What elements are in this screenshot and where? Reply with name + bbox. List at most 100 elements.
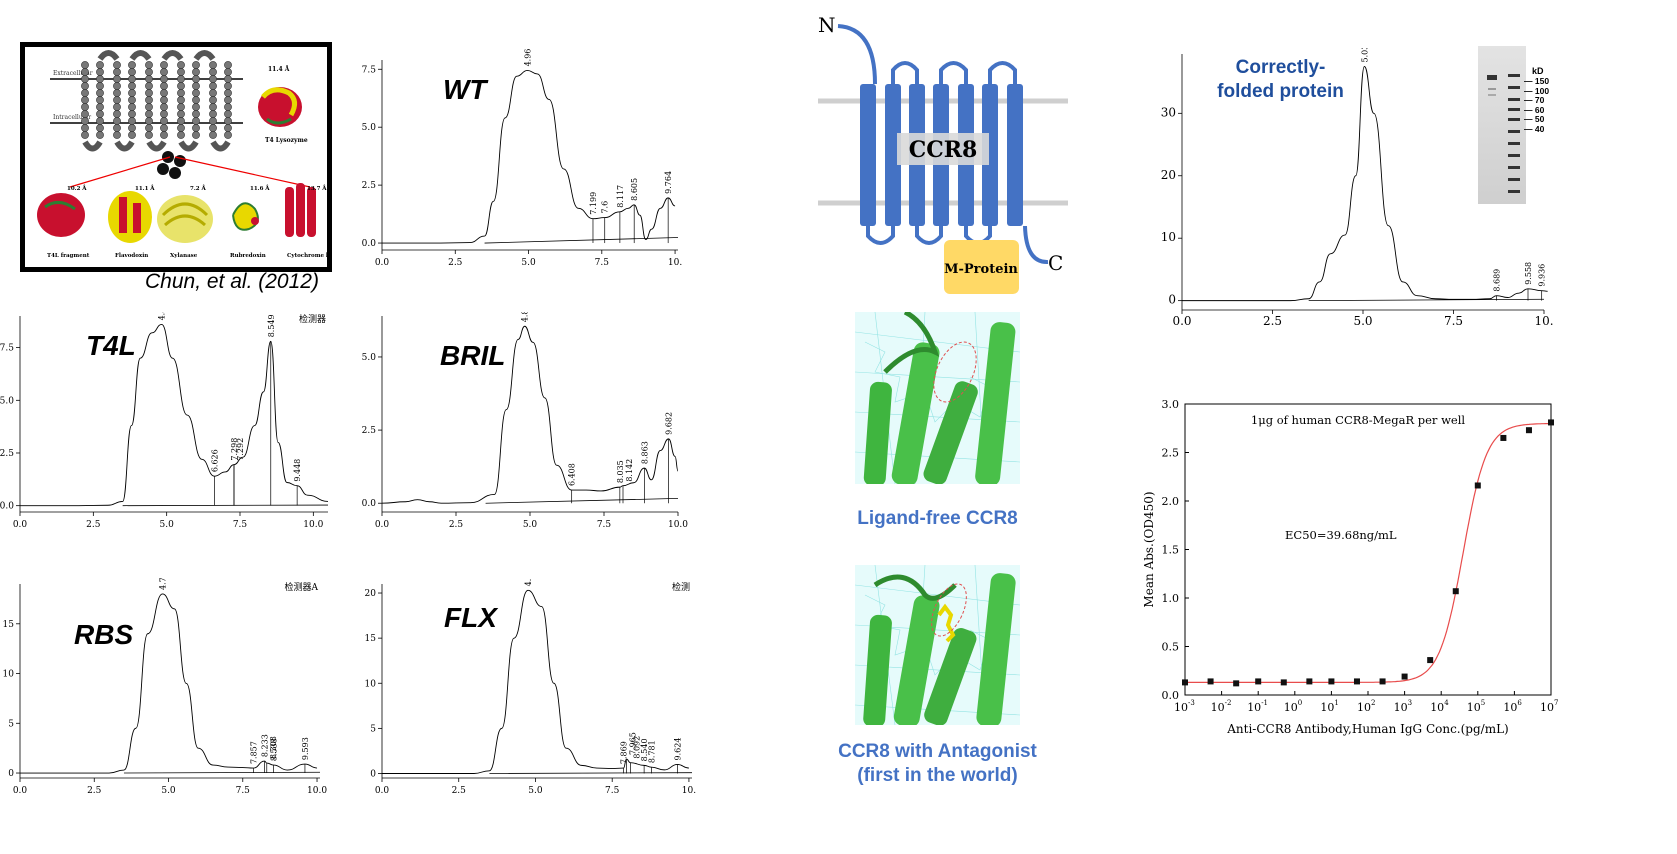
x-tick-label: 5.0 — [161, 786, 176, 796]
peak-label: 8.781 — [648, 740, 657, 763]
transmembrane-helix — [1007, 84, 1023, 226]
x-tick-label: 10 — [1540, 701, 1554, 714]
x-tick-label: 10 — [1174, 701, 1188, 714]
gel-marker-label: — 100 — [1524, 85, 1550, 96]
x-tick-label: 5.0 — [528, 786, 543, 796]
antagonist-caption-line1: CCR8 with Antagonist — [838, 741, 1037, 762]
chart-folded-protein: 0 10 20 30 0.0 2.5 5.0 7.5 10. 5.038 8.689 9.558 9.9… — [1161, 48, 1554, 328]
fitted-curve — [1185, 422, 1552, 683]
x-tick-label: 0.0 — [375, 520, 390, 530]
y-tick-label: 15 — [365, 634, 377, 644]
mprotein-label: M-Protein — [944, 262, 1018, 277]
data-point — [1353, 678, 1360, 685]
elisa-annotation-title: 1μg of human CCR8-MegaR per well — [1251, 413, 1465, 427]
peak-label: 9.558 — [1524, 262, 1533, 285]
data-point — [1280, 679, 1287, 686]
peak-label: 8.092 — [632, 736, 641, 759]
data-point — [1328, 678, 1335, 685]
t4-lysozyme-structure — [258, 87, 302, 127]
t4-name-label: T4 Lysozyme — [265, 137, 308, 144]
y-tick-label: 10 — [3, 670, 15, 680]
x-tick-label: 10. — [668, 258, 682, 268]
peak-label: 8.605 — [630, 178, 639, 201]
peak-label: 7.869 — [620, 741, 629, 764]
gel-marker-label: — 60 — [1524, 104, 1545, 115]
peak-label: 4.96 — [523, 49, 532, 67]
chart-wt: 0.0 2.5 5.0 7.5 0.0 2.5 5.0 7.5 10. 4.96 7.199 7.6 8… — [362, 49, 683, 268]
chromatogram-series — [382, 589, 689, 774]
chart-flx: 051015200.02.55.07.510.4.7557.8697.9658.… — [365, 578, 697, 796]
protein-size-label: 11.1 Å — [135, 184, 155, 192]
y-tick-label: 5 — [370, 724, 376, 734]
gel-marker-label: — 150 — [1524, 76, 1550, 86]
t4l-fragment-structure — [37, 193, 85, 237]
citation: Chun, et al. (2012) — [145, 270, 319, 293]
chart-rbs: 0 5 10 15 0.0 2.5 5.0 7.5 10.0 4.797 7.857 8.233 8.3… — [3, 578, 328, 796]
flavodoxin-structure — [108, 191, 152, 243]
peak-label: 7.199 — [589, 192, 598, 215]
x-tick-label: 2.5 — [1263, 314, 1282, 328]
x-tick-label: 10 — [1357, 701, 1371, 714]
fusion-protein-figure: Extracellular Intracellular 11.4 Å T4 Ly… — [20, 42, 352, 272]
x-tick-label: 7.5 — [236, 786, 251, 796]
x-tick-exponent: -2 — [1225, 699, 1232, 707]
antagonist-caption-line2: (first in the world) — [857, 765, 1018, 786]
x-tick-exponent: -3 — [1188, 699, 1195, 707]
chart-title-wt: WT — [443, 74, 487, 105]
x-tick-label: 0.0 — [13, 786, 28, 796]
peak-label: 9.448 — [293, 459, 302, 482]
peak-label: 9.624 — [673, 738, 682, 761]
gel-marker-label: — 40 — [1524, 123, 1545, 134]
peak-label: 7.965 — [628, 732, 637, 755]
x-tick-label: 0.0 — [13, 520, 28, 530]
peak-label: 8.540 — [640, 738, 649, 761]
x-tick-label: 10. — [1534, 314, 1553, 328]
y-tick-label: 30 — [1161, 105, 1176, 119]
peak-label: 4.797 — [158, 578, 167, 590]
y-tick-label: 15 — [3, 620, 15, 630]
x-tick-label: 7.5 — [605, 786, 620, 796]
peak-label: 9.682 — [665, 412, 674, 435]
y-tick-label: 1.5 — [1162, 544, 1180, 557]
chart-title-bril: BRIL — [440, 340, 506, 371]
detector-label: 检测器A — [285, 581, 319, 593]
chart-title-t4l: T4L — [86, 330, 136, 361]
y-tick-label: 10 — [365, 679, 377, 689]
x-tick-label: 5.0 — [523, 520, 538, 530]
peak-label: 9.936 — [1538, 264, 1547, 287]
y-tick-label: 0 — [1168, 293, 1176, 307]
y-tick-label: 3.0 — [1162, 398, 1180, 411]
x-tick-exponent: 4 — [1444, 699, 1449, 707]
y-tick-label: 2.5 — [362, 426, 377, 436]
y-tick-label: 7.5 — [0, 344, 14, 354]
y-tick-label: 20 — [365, 589, 377, 599]
gel-marker-label: — 50 — [1524, 114, 1545, 124]
peak-label: 7.292 — [236, 438, 245, 461]
t4-size-label: 11.4 Å — [268, 65, 290, 73]
x-axis-label: Anti-CCR8 Antibody,Human IgG Conc.(pg/mL… — [1226, 722, 1508, 736]
peak-label: 8.035 — [616, 460, 625, 483]
ccr8-label: CCR8 — [909, 137, 978, 163]
x-tick-label: 10 — [1320, 701, 1334, 714]
fusion-protein-labels: T4L fragment 10.2 Å Flavodoxin 11.1 Å Xylana… — [47, 184, 352, 259]
peak-label: 8.117 — [616, 185, 625, 208]
data-point — [1427, 657, 1434, 664]
x-tick-label: 7.5 — [233, 520, 248, 530]
folded-protein-caption: Correctly-folded protein — [1217, 57, 1344, 102]
y-tick-label: 5.0 — [0, 396, 14, 406]
cytochrome-structure — [285, 183, 316, 237]
peak-label: 9.764 — [664, 171, 673, 194]
data-point — [1452, 588, 1459, 595]
peak-label: 9.593 — [301, 737, 310, 760]
x-tick-exponent: 3 — [1408, 699, 1412, 707]
chart-bril: 0.0 2.5 5.0 0.0 2.5 5.0 7.5 10.0 4.821 6.408 8.035… — [362, 312, 688, 530]
data-point — [1306, 678, 1313, 685]
x-tick-label: 0.0 — [375, 258, 390, 268]
chart-t4l: 0.0 2.5 5.0 7.5 0.0 2.5 5.0 7.5 10.0 4.83 6.626 7.2… — [0, 312, 329, 530]
y-tick-label: 0.5 — [1162, 641, 1180, 654]
x-tick-label: 5.0 — [1353, 314, 1372, 328]
intracellular-label: Intracellular — [53, 114, 91, 121]
data-point — [1525, 427, 1532, 434]
x-tick-label: 10 — [1211, 701, 1225, 714]
protein-name-label: T4L fragment — [47, 253, 90, 259]
